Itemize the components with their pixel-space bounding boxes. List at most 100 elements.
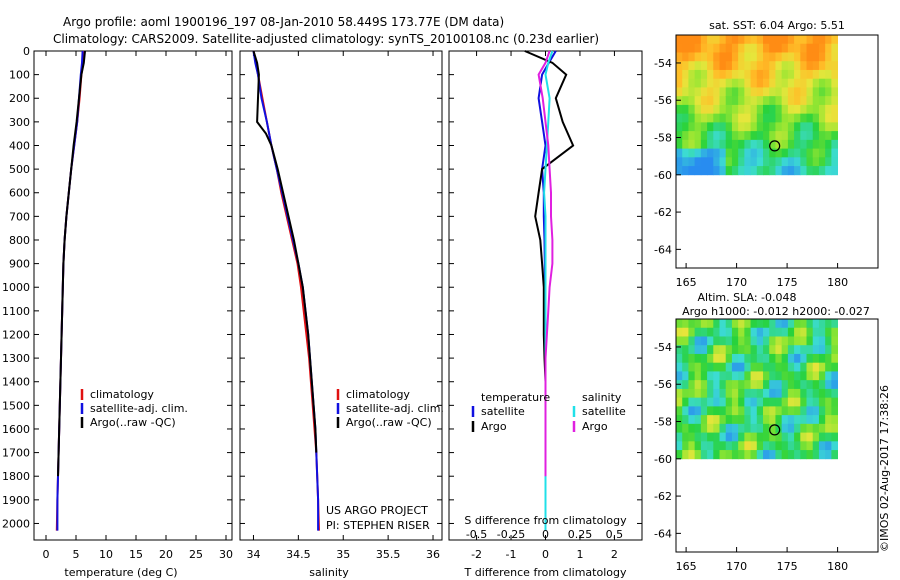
y-tick-label: 200 [9, 92, 30, 105]
heatmap-field [676, 319, 838, 460]
x-tick-label: -2 [471, 548, 482, 561]
y-tick-label: 600 [9, 187, 30, 200]
x-tick-label: -1 [506, 548, 517, 561]
map-subtitle: Argo h1000: -0.012 h2000: -0.027 [682, 305, 870, 318]
lat-tick-label: -62 [654, 206, 672, 219]
y-tick-label: 100 [9, 69, 30, 82]
legend-header-temperature: temperature [481, 391, 550, 404]
axes-frame [33, 50, 233, 541]
lat-tick-label: -58 [654, 132, 672, 145]
legend-label: climatology [90, 388, 154, 401]
x-tick-label: 25 [189, 548, 203, 561]
y-tick-label: 1200 [2, 328, 30, 341]
lat-tick-label: -54 [654, 57, 672, 70]
x-axis-label: salinity [309, 566, 349, 579]
y-tick-label: 1000 [2, 281, 30, 294]
x-tick-label: 35.5 [376, 548, 401, 561]
legend-label: satellite-adj. clim. [346, 402, 444, 415]
y-tick-label: 1100 [2, 305, 30, 318]
y-tick-label: 0 [23, 45, 30, 58]
x2-tick-label: 0 [542, 528, 549, 541]
legend-label: Argo(..raw -QC) [90, 416, 176, 429]
map-title: sat. SST: 6.04 Argo: 5.51 [709, 19, 845, 32]
legend-label: Argo(..raw -QC) [346, 416, 432, 429]
lon-tick-label: 180 [827, 276, 848, 289]
x-tick-label: 0 [43, 548, 50, 561]
legend-label: Argo [582, 420, 608, 433]
figure-title-line2: Climatology: CARS2009. Satellite-adjuste… [53, 32, 599, 46]
x-tick-label: 35 [336, 548, 350, 561]
x-axis-label: temperature (deg C) [64, 566, 177, 579]
x2-axis-label: S difference from climatology [464, 514, 627, 527]
profile-panel-difference: -2 -1 0 1 2 T difference from climatology -0.5… [448, 50, 643, 579]
legend-header-salinity: salinity [582, 391, 622, 404]
lat-tick-label: -60 [654, 453, 672, 466]
lat-tick-label: -60 [654, 169, 672, 182]
x-tick-label: 10 [99, 548, 113, 561]
figure-title-line1: Argo profile: aoml 1900196_197 08-Jan-20… [63, 15, 504, 29]
x-tick-label: 34.5 [286, 548, 311, 561]
y-tick-label: 1400 [2, 376, 30, 389]
map-frame [675, 318, 879, 553]
imos-timestamp: ©IMOS 02-Aug-2017 17:38:26 [878, 385, 891, 552]
argo-location-marker [769, 140, 781, 152]
map-title: Altim. SLA: -0.048 [697, 291, 796, 304]
x-tick-label: 2 [611, 548, 618, 561]
y-tick-label: 300 [9, 116, 30, 129]
lon-tick-label: 175 [777, 276, 798, 289]
legend-label: Argo [481, 420, 507, 433]
map-panel-sst_map: 165 170 175 180 -54 -56 -58 -60 -62 -64 sat. SST: … [654, 19, 879, 289]
x2-tick-label: -0.5 [466, 528, 487, 541]
lon-tick-label: 175 [777, 560, 798, 573]
series-line-satellite-adj-clim- [252, 50, 320, 531]
lat-tick-label: -58 [654, 416, 672, 429]
x2-tick-label: 0.5 [606, 528, 624, 541]
x-axis-label: T difference from climatology [464, 566, 627, 579]
x-tick-label: 15 [129, 548, 143, 561]
pi-credit: PI: STEPHEN RISER [326, 519, 430, 532]
x-tick-label: 1 [576, 548, 583, 561]
lon-tick-label: 165 [676, 560, 697, 573]
x2-tick-label: -0.25 [497, 528, 525, 541]
y-tick-label: 700 [9, 210, 30, 223]
profile-panel-salinity: 34 34.5 35 35.5 36 salinity climatologysatelli… [239, 50, 444, 579]
y-tick-label: 1700 [2, 447, 30, 460]
x-tick-label: 34 [246, 548, 260, 561]
y-tick-label: 1300 [2, 352, 30, 365]
legend-label: satellite [582, 405, 626, 418]
lat-tick-label: -64 [654, 527, 672, 540]
legend-label: satellite-adj. clim. [90, 402, 188, 415]
legend-label: climatology [346, 388, 410, 401]
x-tick-label: 20 [159, 548, 173, 561]
map-panel-sla_map: 165 170 175 180 -54 -56 -58 -60 -62 -64 Altim. SLA… [654, 291, 879, 573]
lat-tick-label: -56 [654, 94, 672, 107]
project-credit: US ARGO PROJECT [326, 504, 428, 517]
lon-tick-label: 165 [676, 276, 697, 289]
lon-tick-label: 170 [726, 276, 747, 289]
x-tick-label: 30 [219, 548, 233, 561]
y-tick-label: 900 [9, 258, 30, 271]
profile-panel-temperature: 0100200300400500600700800900100011001200… [2, 45, 233, 579]
y-tick-label: 1800 [2, 470, 30, 483]
y-tick-label: 1500 [2, 399, 30, 412]
x-tick-label: 5 [73, 548, 80, 561]
y-tick-label: 1600 [2, 423, 30, 436]
series-line-argo-raw-qc- [57, 50, 86, 477]
x-tick-label: 0 [542, 548, 549, 561]
series-line-climatology [252, 50, 320, 531]
series-line-climatology [55, 50, 86, 531]
y-tick-label: 2000 [2, 517, 30, 530]
axes-frame [239, 50, 443, 541]
lon-tick-label: 170 [726, 560, 747, 573]
y-tick-label: 800 [9, 234, 30, 247]
series-line-satellite-adj-clim- [56, 50, 84, 531]
x-tick-label: 36 [426, 548, 440, 561]
lat-tick-label: -56 [654, 378, 672, 391]
series-line-argo-raw-qc- [252, 50, 318, 453]
map-frame [675, 34, 879, 269]
x2-tick-label: 0.25 [568, 528, 593, 541]
y-tick-label: 500 [9, 163, 30, 176]
y-tick-label: 400 [9, 139, 30, 152]
lon-tick-label: 180 [827, 560, 848, 573]
